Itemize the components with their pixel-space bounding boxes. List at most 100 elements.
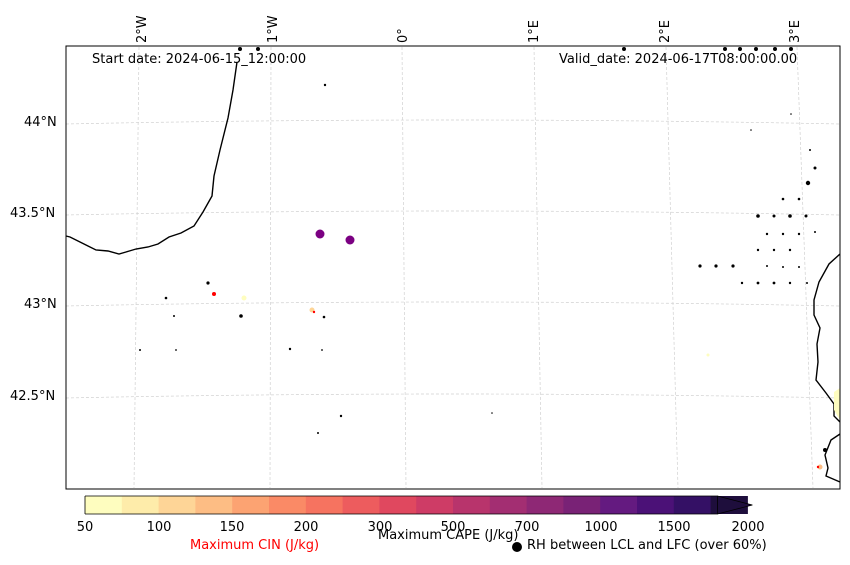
graticule <box>65 46 841 489</box>
cape-cin-spot <box>706 353 710 357</box>
convective-cell <box>788 248 792 252</box>
lon-label: 2°W <box>135 15 150 43</box>
convective-cell <box>173 315 175 317</box>
convective-cell <box>782 266 784 268</box>
map-frame <box>65 45 841 490</box>
colorbar-segment <box>526 496 564 514</box>
convective-cell <box>317 432 319 434</box>
lon-label: 1°E <box>527 20 542 43</box>
convective-cell <box>809 149 811 151</box>
convective-cell <box>804 214 808 218</box>
colorbar-segment <box>305 496 344 514</box>
convective-cell <box>750 129 752 131</box>
convective-cell <box>256 47 260 51</box>
rh-marker <box>345 235 355 245</box>
cape-cin-spot <box>816 465 820 469</box>
convective-cell <box>781 232 785 236</box>
colorbar-segment <box>600 496 638 514</box>
convective-cell <box>322 315 326 319</box>
convective-cell <box>813 166 817 170</box>
colorbar-tick: 700 <box>514 520 540 535</box>
colorbar-segment <box>232 496 270 514</box>
coastline-mediterranean-south <box>824 433 841 483</box>
colorbar-tick: 50 <box>76 520 94 535</box>
rh-legend-label: RH between LCL and LFC (over 60%) <box>527 538 767 553</box>
convective-cell <box>766 265 768 267</box>
lon-label: 3°E <box>788 20 803 43</box>
convective-cell <box>321 349 323 351</box>
colorbar-segment <box>673 496 712 514</box>
convective-cell <box>723 47 727 51</box>
colorbar-segment <box>453 496 491 514</box>
convective-cell <box>754 47 758 51</box>
convective-cell <box>797 197 801 201</box>
meridian-3e <box>796 46 814 489</box>
colorbar-segment <box>195 496 233 514</box>
convective-cell <box>765 232 769 236</box>
meridian-1e <box>533 46 543 489</box>
convective-cell <box>288 347 292 351</box>
colorbar-outline <box>84 495 718 515</box>
lat-label: 42.5°N <box>10 389 56 404</box>
convective-cell <box>788 281 792 285</box>
convective-cell <box>781 197 785 201</box>
convective-cell <box>805 180 811 186</box>
convective-cell <box>714 264 718 268</box>
cape-cin-spots <box>212 292 823 470</box>
convective-cell <box>823 448 827 452</box>
colorbar-segment <box>637 496 675 514</box>
colorbar-segment <box>489 496 528 514</box>
convective-cell <box>238 47 242 51</box>
lat-label: 43.5°N <box>10 206 56 221</box>
meridian-0 <box>401 46 407 489</box>
convective-cell <box>175 349 177 351</box>
convective-cell <box>772 214 776 218</box>
convective-cell <box>756 214 760 218</box>
parallel-44n <box>65 119 841 125</box>
colorbar-segment <box>158 496 196 514</box>
speck-layer <box>139 47 827 452</box>
parallel-43-5n <box>65 210 841 216</box>
convective-cell <box>164 296 168 300</box>
colorbar-segment <box>269 496 307 514</box>
colorbar-tick: 200 <box>293 520 319 535</box>
colorbar-tick: 150 <box>219 520 245 535</box>
convective-cell <box>772 248 776 252</box>
cape-legend-label: Maximum CAPE (J/kg) <box>378 528 519 543</box>
cape-cin-spot <box>817 464 823 470</box>
convective-cell <box>698 264 702 268</box>
coastlines <box>65 61 841 483</box>
parallel-43n <box>65 301 841 307</box>
rh-markers <box>315 229 355 245</box>
colorbar-tick: 300 <box>367 520 393 535</box>
parallel-42-5n <box>65 393 841 399</box>
colorbar-tick: 1000 <box>584 520 618 535</box>
convective-cell <box>738 47 742 51</box>
lon-label: 2°E <box>658 20 673 43</box>
colorbar-tick: 500 <box>440 520 466 535</box>
convective-cell <box>788 214 792 218</box>
start-date-label: Start date: 2024-06-15_12:00:00 <box>92 52 307 67</box>
lon-label: 0° <box>396 28 411 43</box>
valid-date-label: Valid_date: 2024-06-17T08:00:00.00 <box>559 52 798 67</box>
colorbar-extend-arrow <box>717 495 753 515</box>
convective-cell <box>814 231 816 233</box>
convective-cell <box>491 412 493 414</box>
convective-cell <box>339 414 343 418</box>
colorbar-tick: 1500 <box>657 520 691 535</box>
lon-label: 1°W <box>266 15 281 43</box>
convective-cell <box>206 281 210 285</box>
colorbar-tick: 100 <box>146 520 172 535</box>
convective-cell <box>731 264 735 268</box>
colorbar-segment <box>379 496 417 514</box>
cape-cin-spot <box>312 310 316 314</box>
meridian-2e <box>665 46 679 489</box>
convective-cell <box>756 248 760 252</box>
colorbar-segment <box>416 496 454 514</box>
cape-cin-spot <box>212 292 216 296</box>
convective-cell <box>239 314 243 318</box>
convective-cell <box>772 281 776 285</box>
cin-legend-label: Maximum CIN (J/kg) <box>190 538 320 553</box>
